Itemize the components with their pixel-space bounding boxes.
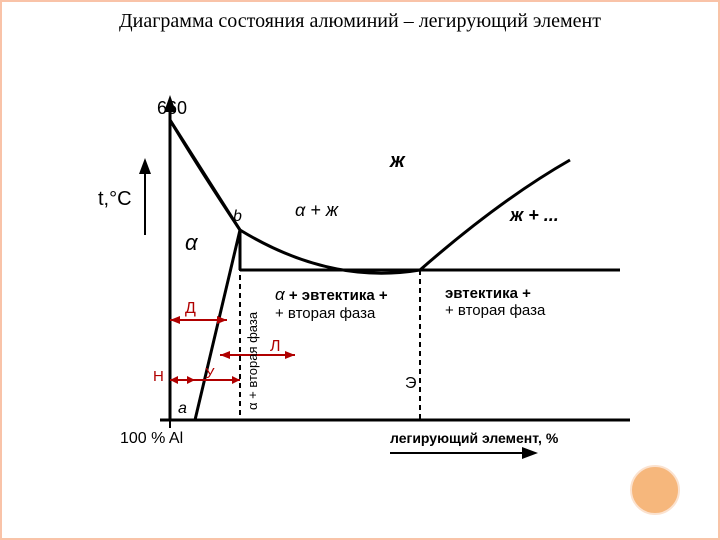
phase-diagram: 660 t,°C ж α α + ж ж + ... α + эвтектика… [90, 90, 650, 490]
region-alpha-eutectic: α + эвтектика ++ вторая фаза [275, 285, 415, 322]
region-liquid: ж [390, 150, 405, 173]
marker-D: Д [185, 300, 196, 318]
vertical-note: α + вторая фаза [245, 250, 260, 410]
point-a: a [178, 400, 187, 418]
region-alpha: α [185, 230, 198, 256]
marker-U: У [205, 365, 215, 382]
marker-E: Э [405, 375, 417, 393]
slide-title: Диаграмма состояния алюминий – легирующи… [0, 10, 720, 33]
region-liquid-plus: ж + ... [510, 205, 559, 226]
decorative-circle [630, 465, 680, 515]
point-b: b [233, 208, 242, 226]
marker-N: Н [153, 368, 164, 385]
region-eutectic-plus: эвтектика ++ вторая фаза [445, 285, 585, 320]
marker-L: Л [270, 338, 281, 356]
x-left-label: 100 % Al [120, 430, 183, 448]
x-right-label: легирующий элемент, % [390, 430, 558, 446]
region-alpha-liquid: α + ж [295, 200, 338, 221]
y-top-value: 660 [157, 98, 187, 119]
y-axis-label: t,°C [98, 188, 132, 211]
